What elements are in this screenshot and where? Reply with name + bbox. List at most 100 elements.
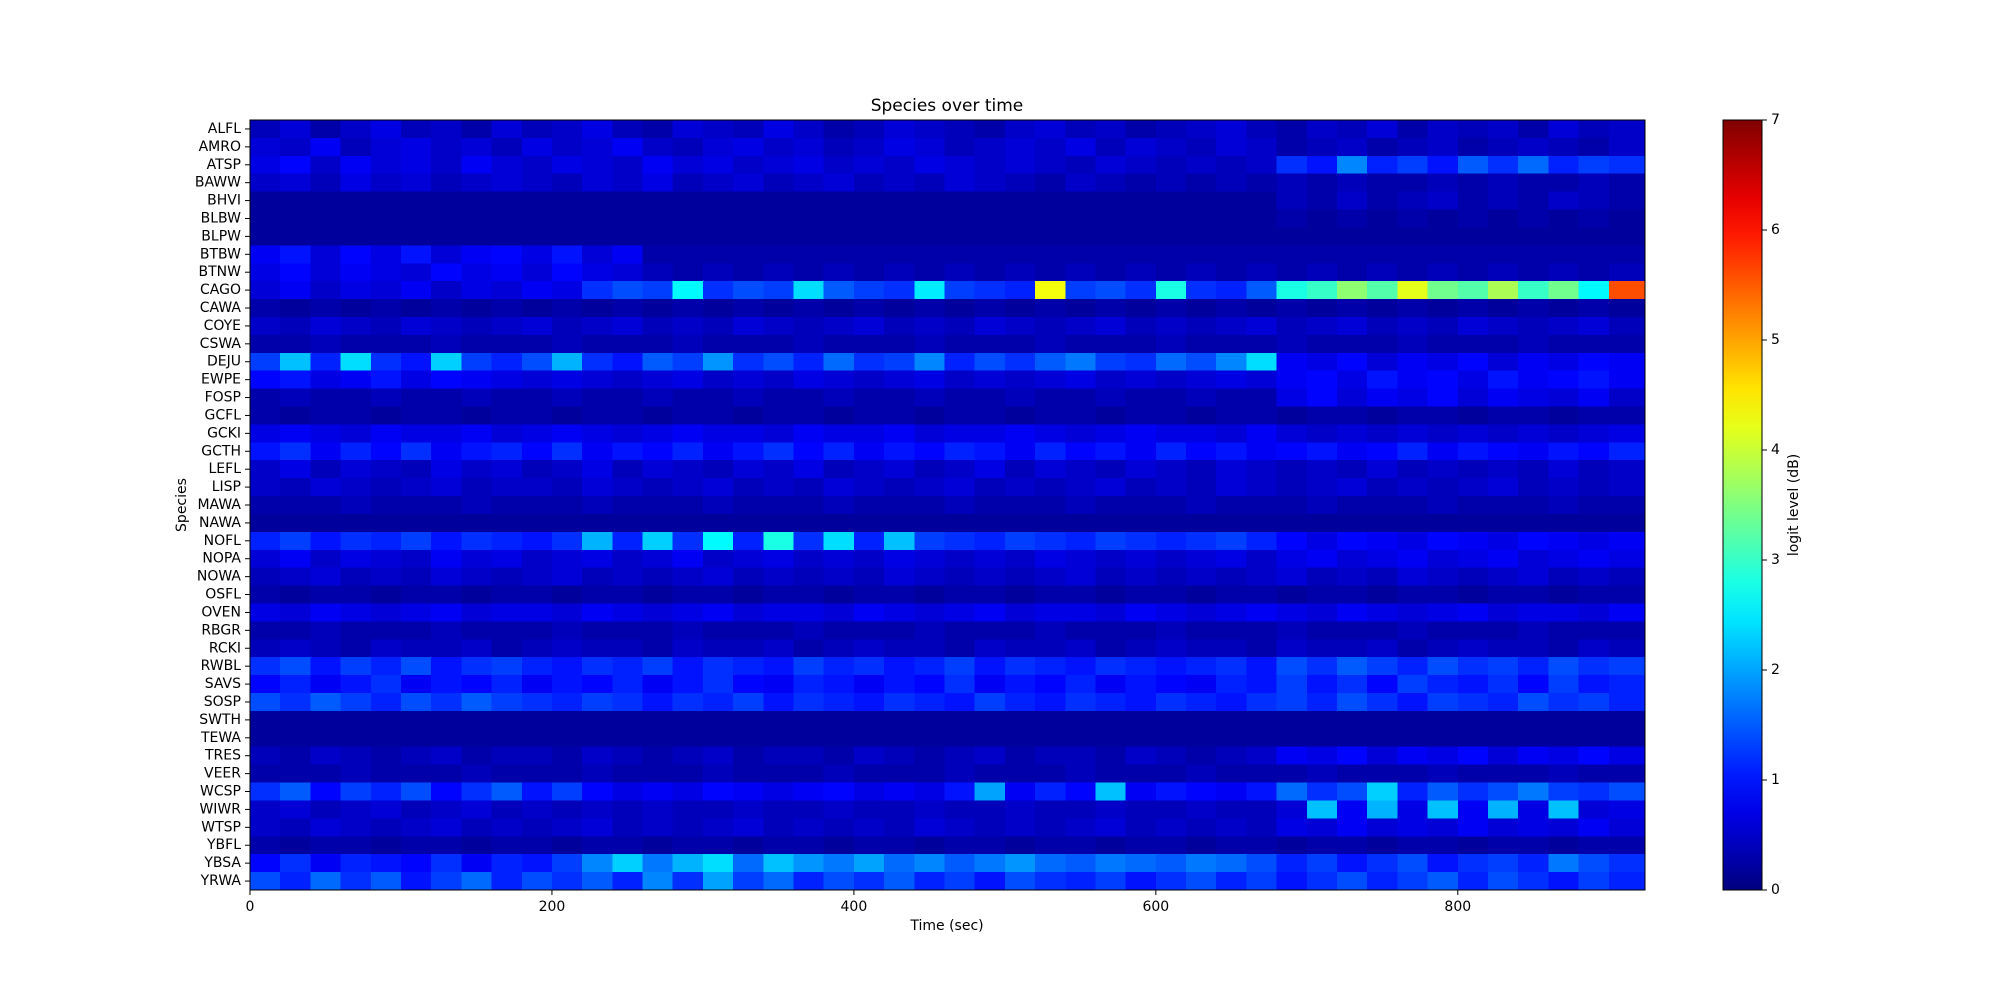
heatmap-cell: [280, 209, 311, 229]
heatmap-cell: [1065, 782, 1097, 802]
heatmap-cell: [340, 675, 372, 694]
heatmap-cell: [1457, 800, 1489, 819]
heatmap-cell: [1276, 710, 1308, 730]
heatmap-cell: [551, 173, 583, 193]
heatmap-cell: [672, 245, 704, 264]
heatmap-cell: [672, 693, 704, 712]
heatmap-cell: [431, 478, 462, 497]
heatmap-cell: [431, 693, 462, 712]
heatmap-cell: [702, 782, 734, 802]
heatmap-cell: [823, 137, 855, 157]
heatmap-cell: [280, 406, 311, 426]
heatmap-cell: [1427, 370, 1459, 390]
heatmap-cell: [1608, 585, 1646, 605]
heatmap-cell: [461, 549, 493, 569]
heatmap-cells: [250, 120, 1646, 891]
heatmap-cell: [521, 549, 553, 569]
heatmap-cell: [1518, 836, 1549, 855]
y-tick-label: BLBW: [201, 210, 242, 226]
heatmap-cell: [1397, 227, 1429, 246]
heatmap-cell: [310, 209, 342, 229]
heatmap-cell: [1337, 460, 1368, 479]
heatmap-cell: [1337, 872, 1368, 891]
heatmap-cell: [733, 657, 764, 676]
heatmap-cell: [1035, 675, 1066, 694]
heatmap-cell: [1427, 603, 1459, 622]
heatmap-cell: [1367, 263, 1399, 282]
heatmap-cell: [793, 639, 825, 658]
heatmap-cell: [1035, 710, 1066, 730]
heatmap-cell: [1216, 388, 1248, 408]
heatmap-cell: [1548, 227, 1580, 246]
heatmap-cell: [1337, 496, 1368, 515]
heatmap-cell: [1216, 746, 1248, 766]
heatmap-cell: [521, 155, 553, 175]
heatmap-cell: [763, 245, 795, 264]
heatmap-cell: [1125, 245, 1157, 264]
heatmap-cell: [672, 513, 704, 533]
heatmap-cell: [642, 316, 674, 336]
heatmap-cell: [551, 209, 583, 229]
heatmap-cell: [1155, 120, 1187, 139]
heatmap-cell: [1337, 370, 1368, 390]
heatmap-cell: [1457, 155, 1489, 175]
heatmap-cell: [1367, 746, 1399, 766]
heatmap-cell: [1578, 657, 1610, 676]
heatmap-cell: [1397, 603, 1429, 622]
heatmap-cell: [974, 693, 1006, 712]
heatmap-cell: [1125, 281, 1157, 300]
heatmap-cell: [763, 209, 795, 229]
heatmap-cell: [1306, 388, 1338, 408]
heatmap-cell: [1457, 782, 1489, 802]
heatmap-cell: [1337, 406, 1368, 426]
heatmap-cell: [1216, 352, 1248, 372]
heatmap-cell: [1487, 818, 1519, 837]
heatmap-cell: [1306, 710, 1338, 730]
heatmap-cell: [1004, 352, 1036, 372]
heatmap-cell: [672, 388, 704, 408]
heatmap-cell: [823, 316, 855, 336]
heatmap-cell: [370, 836, 402, 855]
heatmap-cell: [1216, 442, 1248, 461]
heatmap-cell: [310, 424, 342, 443]
heatmap-cell: [1125, 531, 1157, 551]
heatmap-cell: [310, 245, 342, 264]
heatmap-cell: [1216, 800, 1248, 819]
heatmap-cell: [1095, 764, 1127, 784]
heatmap-cell: [1065, 746, 1097, 766]
heatmap-cell: [280, 764, 311, 784]
heatmap-cell: [1246, 728, 1278, 748]
heatmap-cell: [1548, 245, 1580, 264]
heatmap-cell: [1518, 155, 1549, 175]
heatmap-cell: [1397, 299, 1429, 318]
heatmap-cell: [1035, 460, 1066, 479]
heatmap-cell: [1608, 299, 1646, 318]
heatmap-cell: [1457, 710, 1489, 730]
heatmap-cell: [1095, 388, 1127, 408]
heatmap-cell: [431, 531, 462, 551]
heatmap-cell: [1427, 818, 1459, 837]
heatmap-cell: [400, 693, 432, 712]
heatmap-cell: [1608, 513, 1646, 533]
heatmap-cell: [823, 531, 855, 551]
heatmap-cell: [1306, 442, 1338, 461]
heatmap-cell: [823, 173, 855, 193]
heatmap-cell: [672, 675, 704, 694]
heatmap-cell: [1095, 567, 1127, 587]
heatmap-cell: [521, 370, 553, 390]
heatmap-cell: [280, 227, 311, 246]
heatmap-cell: [1487, 245, 1519, 264]
heatmap-cell: [793, 496, 825, 515]
heatmap-cell: [1155, 639, 1187, 658]
heatmap-cell: [672, 567, 704, 587]
heatmap-cell: [1095, 173, 1127, 193]
heatmap-cell: [1035, 728, 1066, 748]
heatmap-cell: [1155, 370, 1187, 390]
y-tick-label: GCTH: [201, 443, 241, 459]
heatmap-cell: [400, 782, 432, 802]
heatmap-cell: [1065, 675, 1097, 694]
heatmap-cell: [1125, 513, 1157, 533]
heatmap-cell: [884, 334, 915, 354]
heatmap-cell: [1004, 585, 1036, 605]
heatmap-cell: [1276, 800, 1308, 819]
